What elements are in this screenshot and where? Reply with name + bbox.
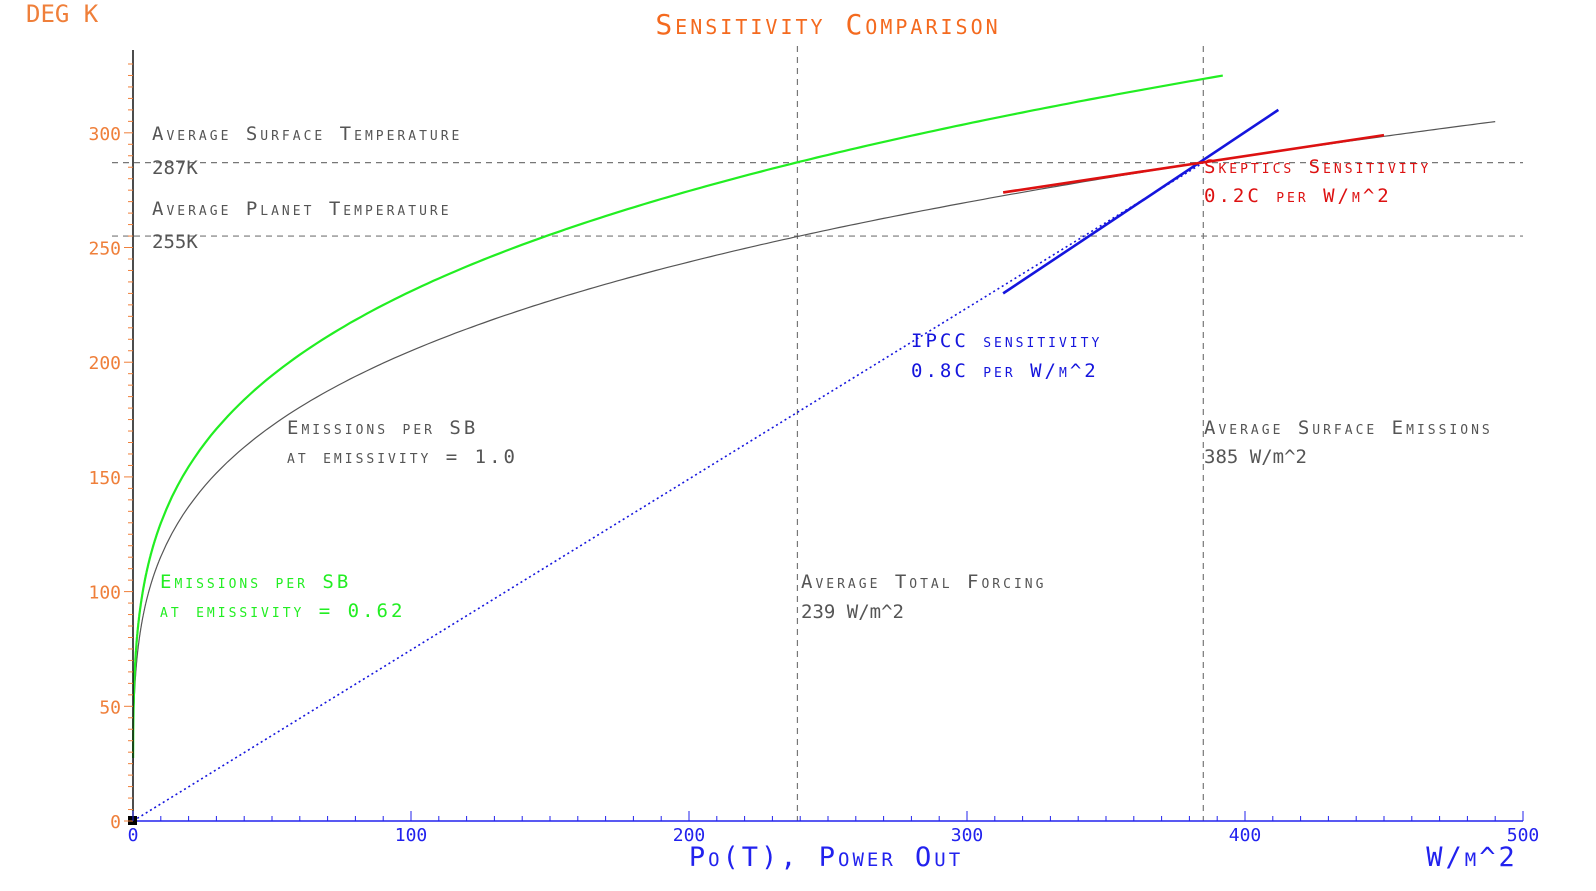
x-tick-label: 400 (1229, 825, 1262, 846)
skeptics-label: Skeptics Sensitivity (1204, 156, 1431, 178)
surface-emissions-label: Average Surface Emissions (1204, 417, 1493, 439)
sb-curve-emissivity-1 (132, 121, 1496, 766)
y-tick-label: 0 (110, 812, 121, 833)
x-tick-label: 0 (128, 825, 139, 846)
x-tick-label: 300 (951, 825, 984, 846)
x-tick-label: 200 (673, 825, 706, 846)
ipcc-dotted-line (132, 161, 1204, 822)
y-tick-label: 100 (88, 583, 121, 604)
x-tick-label: 100 (395, 825, 428, 846)
planet-temp-value: 255K (152, 231, 198, 253)
total-forcing-label: Average Total Forcing (801, 571, 1046, 593)
ipcc-sensitivity-line (1002, 108, 1280, 295)
y-tick-label: 150 (88, 468, 121, 489)
green-series-label: Emissions per SB (160, 571, 351, 593)
planet-temp-label: Average Planet Temperature (152, 198, 452, 220)
surface-temp-value: 287K (152, 157, 198, 179)
y-tick-label: 50 (99, 697, 121, 718)
skeptics-sensitivity-line (1002, 133, 1385, 194)
series-layer (132, 74, 1496, 822)
y-axis-label: DEG K (26, 0, 99, 28)
chart-title: Sensitivity Comparison (655, 8, 1000, 41)
y-tick-label: 300 (88, 124, 121, 145)
reference-lines-layer (112, 46, 1523, 821)
x-tick-label: 500 (1507, 825, 1540, 846)
y-tick-label: 250 (88, 239, 121, 260)
sb-curve-emissivity-062 (132, 74, 1223, 759)
x-axis-label: Po(T), Power Out (689, 842, 963, 873)
text-layer: Sensitivity Comparison DEG K Po(T), Powe… (26, 0, 1517, 873)
y-tick-label: 200 (88, 353, 121, 374)
x-axis-unit: W/m^2 (1426, 842, 1517, 873)
total-forcing-value: 239 W/m^2 (801, 601, 904, 623)
skeptics-sublabel: 0.2C per W/m^2 (1204, 185, 1392, 207)
ticks-layer: 0 50 100 150 200 250 300 0 100 200 300 400 500 (88, 63, 1540, 846)
surface-emissions-value: 385 W/m^2 (1204, 446, 1307, 468)
surface-temp-label: Average Surface Temperature (152, 123, 462, 145)
gray-series-label: Emissions per SB (287, 417, 478, 439)
green-series-sublabel: at emissivity = 0.62 (160, 600, 405, 622)
ipcc-label: IPCC sensitivity (911, 330, 1102, 352)
ipcc-sublabel: 0.8C per W/m^2 (911, 360, 1099, 382)
gray-series-sublabel: at emissivity = 1.0 (287, 446, 518, 468)
